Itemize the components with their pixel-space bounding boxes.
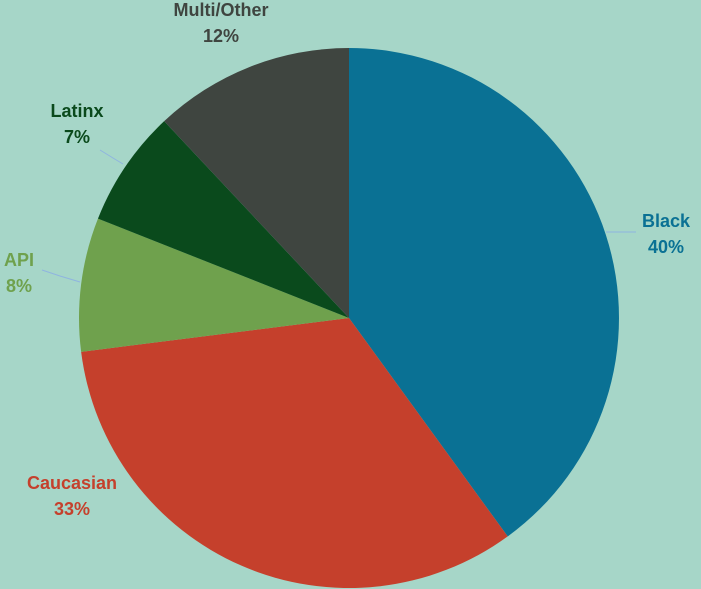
- slice-name-label: Black: [642, 211, 691, 231]
- pie-slice-api: [79, 218, 350, 352]
- slice-percent-label: 8%: [6, 276, 32, 296]
- labels-layer: Black 40% Caucasian 33% API 8% Latinx 7% Multi/O…: [4, 0, 691, 519]
- slice-name-label: Caucasian: [27, 473, 117, 493]
- slices-layer: [79, 48, 619, 588]
- leader-line-latinx: [99, 149, 124, 165]
- slice-percent-label: 40%: [648, 237, 684, 257]
- slice-name-label: Multi/Other: [174, 0, 269, 20]
- slice-percent-label: 33%: [54, 499, 90, 519]
- pie-slice-caucasian: [81, 318, 508, 588]
- pie-slice-latinx: [97, 121, 350, 319]
- leader-lines-layer: [41, 149, 636, 283]
- pie-slice-multi-other: [164, 48, 349, 318]
- slice-name-label: Latinx: [50, 101, 103, 121]
- slice-percent-label: 12%: [203, 26, 239, 46]
- leader-line-api: [41, 269, 81, 283]
- slice-name-label: API: [4, 250, 34, 270]
- slice-percent-label: 7%: [64, 127, 90, 147]
- pie-slice-black: [349, 48, 619, 537]
